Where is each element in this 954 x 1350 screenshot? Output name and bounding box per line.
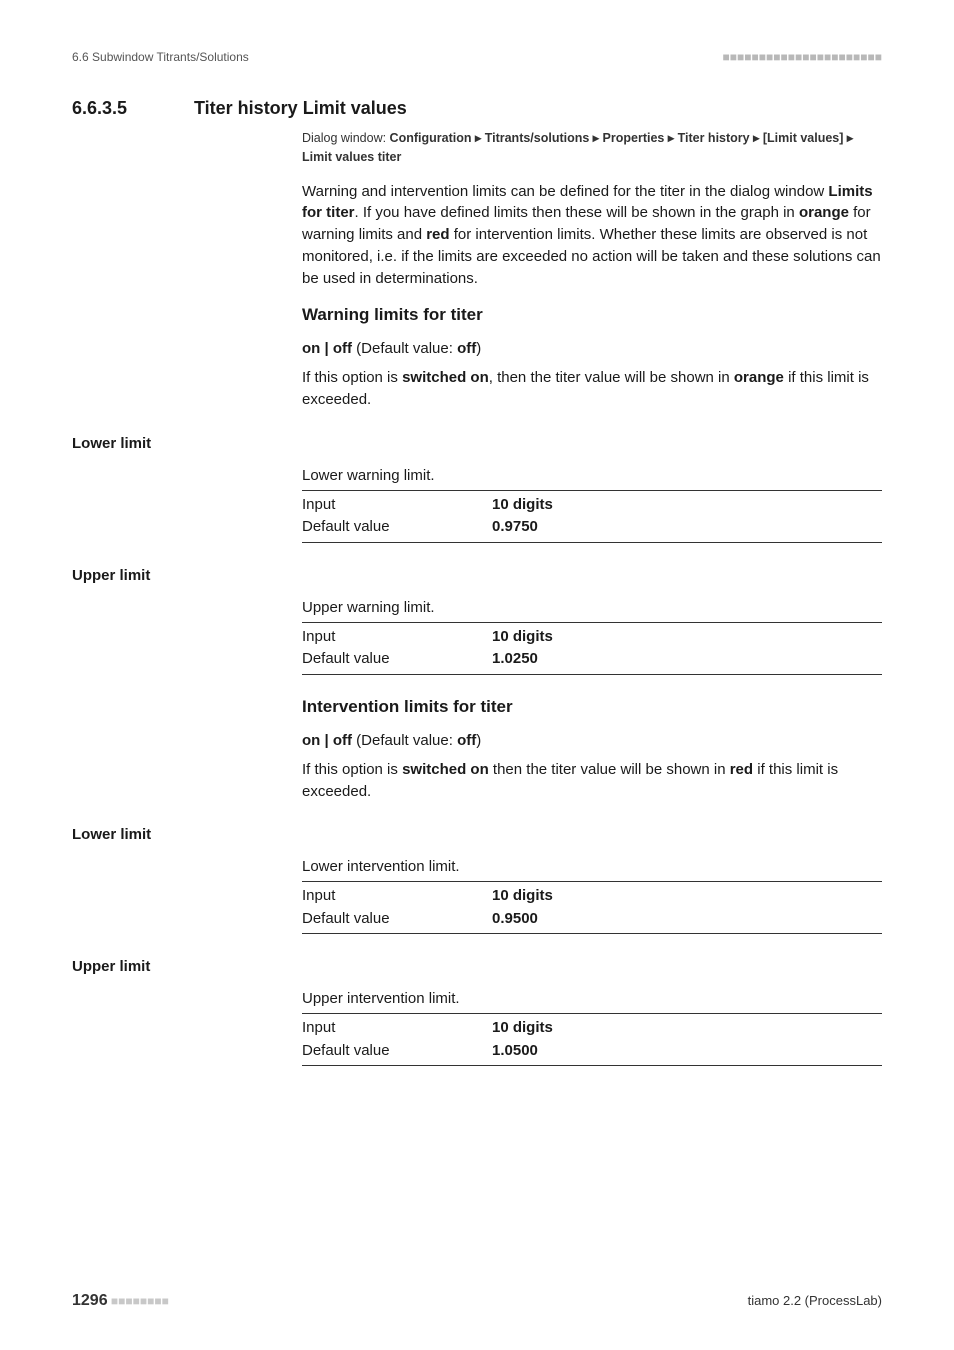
content-block: Dialog window: Configuration ▸ Titrants/…	[302, 129, 882, 411]
table-row: Default value 0.9500	[302, 908, 882, 931]
table-row: Default value 1.0500	[302, 1040, 882, 1063]
intervention-onoff: on | off (Default value: off)	[302, 732, 882, 749]
table-row: Default value 1.0250	[302, 648, 882, 671]
warning-lower-desc: Lower warning limit.	[302, 467, 882, 484]
warning-lower-table: Input 10 digits Default value 0.9750	[302, 490, 882, 543]
table-row: Default value 0.9750	[302, 516, 882, 539]
intervention-block: Intervention limits for titer on | off (…	[302, 697, 882, 803]
page: 6.6 Subwindow Titrants/Solutions ■■■■■■■…	[0, 0, 954, 1350]
intervention-upper-table: Input 10 digits Default value 1.0500	[302, 1013, 882, 1066]
table-row: Input 10 digits	[302, 885, 882, 908]
intervention-lower-desc: Lower intervention limit.	[302, 858, 882, 875]
page-number: 1296	[72, 1292, 108, 1309]
dialog-prefix: Dialog window:	[302, 131, 390, 145]
intervention-lower-table: Input 10 digits Default value 0.9500	[302, 881, 882, 934]
section-number: 6.6.3.5	[72, 98, 194, 119]
intervention-upper-label: Upper limit	[72, 958, 302, 975]
warning-heading: Warning limits for titer	[302, 305, 882, 325]
intervention-upper-row: Upper limit	[72, 958, 882, 975]
header-left: 6.6 Subwindow Titrants/Solutions	[72, 50, 249, 64]
footer-right: tiamo 2.2 (ProcessLab)	[748, 1293, 882, 1308]
intervention-upper-desc: Upper intervention limit.	[302, 990, 882, 1007]
header-bars: ■■■■■■■■■■■■■■■■■■■■■■	[723, 50, 882, 64]
warning-lower-label: Lower limit	[72, 435, 302, 452]
table-row: Input 10 digits	[302, 1017, 882, 1040]
warning-lower-row: Lower limit	[72, 435, 882, 452]
intro-paragraph: Warning and intervention limits can be d…	[302, 181, 882, 290]
intervention-lower-label: Lower limit	[72, 826, 302, 843]
intervention-desc: If this option is switched on then the t…	[302, 759, 882, 803]
footer-bars: ■■■■■■■■	[108, 1294, 169, 1308]
intervention-lower-row: Lower limit	[72, 826, 882, 843]
warning-upper-table: Input 10 digits Default value 1.0250	[302, 622, 882, 675]
warning-onoff: on | off (Default value: off)	[302, 340, 882, 357]
warning-upper-label: Upper limit	[72, 567, 302, 584]
page-footer: 1296 ■■■■■■■■ tiamo 2.2 (ProcessLab)	[72, 1292, 882, 1310]
warning-desc: If this option is switched on, then the …	[302, 367, 882, 411]
table-row: Input 10 digits	[302, 494, 882, 517]
warning-upper-row: Upper limit	[72, 567, 882, 584]
running-header: 6.6 Subwindow Titrants/Solutions ■■■■■■■…	[72, 50, 882, 64]
dialog-path: Dialog window: Configuration ▸ Titrants/…	[302, 129, 882, 167]
section-title: Titer history Limit values	[194, 98, 407, 119]
footer-left: 1296 ■■■■■■■■	[72, 1292, 169, 1310]
section-heading-row: 6.6.3.5 Titer history Limit values	[72, 98, 882, 119]
warning-upper-desc: Upper warning limit.	[302, 599, 882, 616]
table-row: Input 10 digits	[302, 626, 882, 649]
intervention-heading: Intervention limits for titer	[302, 697, 882, 717]
